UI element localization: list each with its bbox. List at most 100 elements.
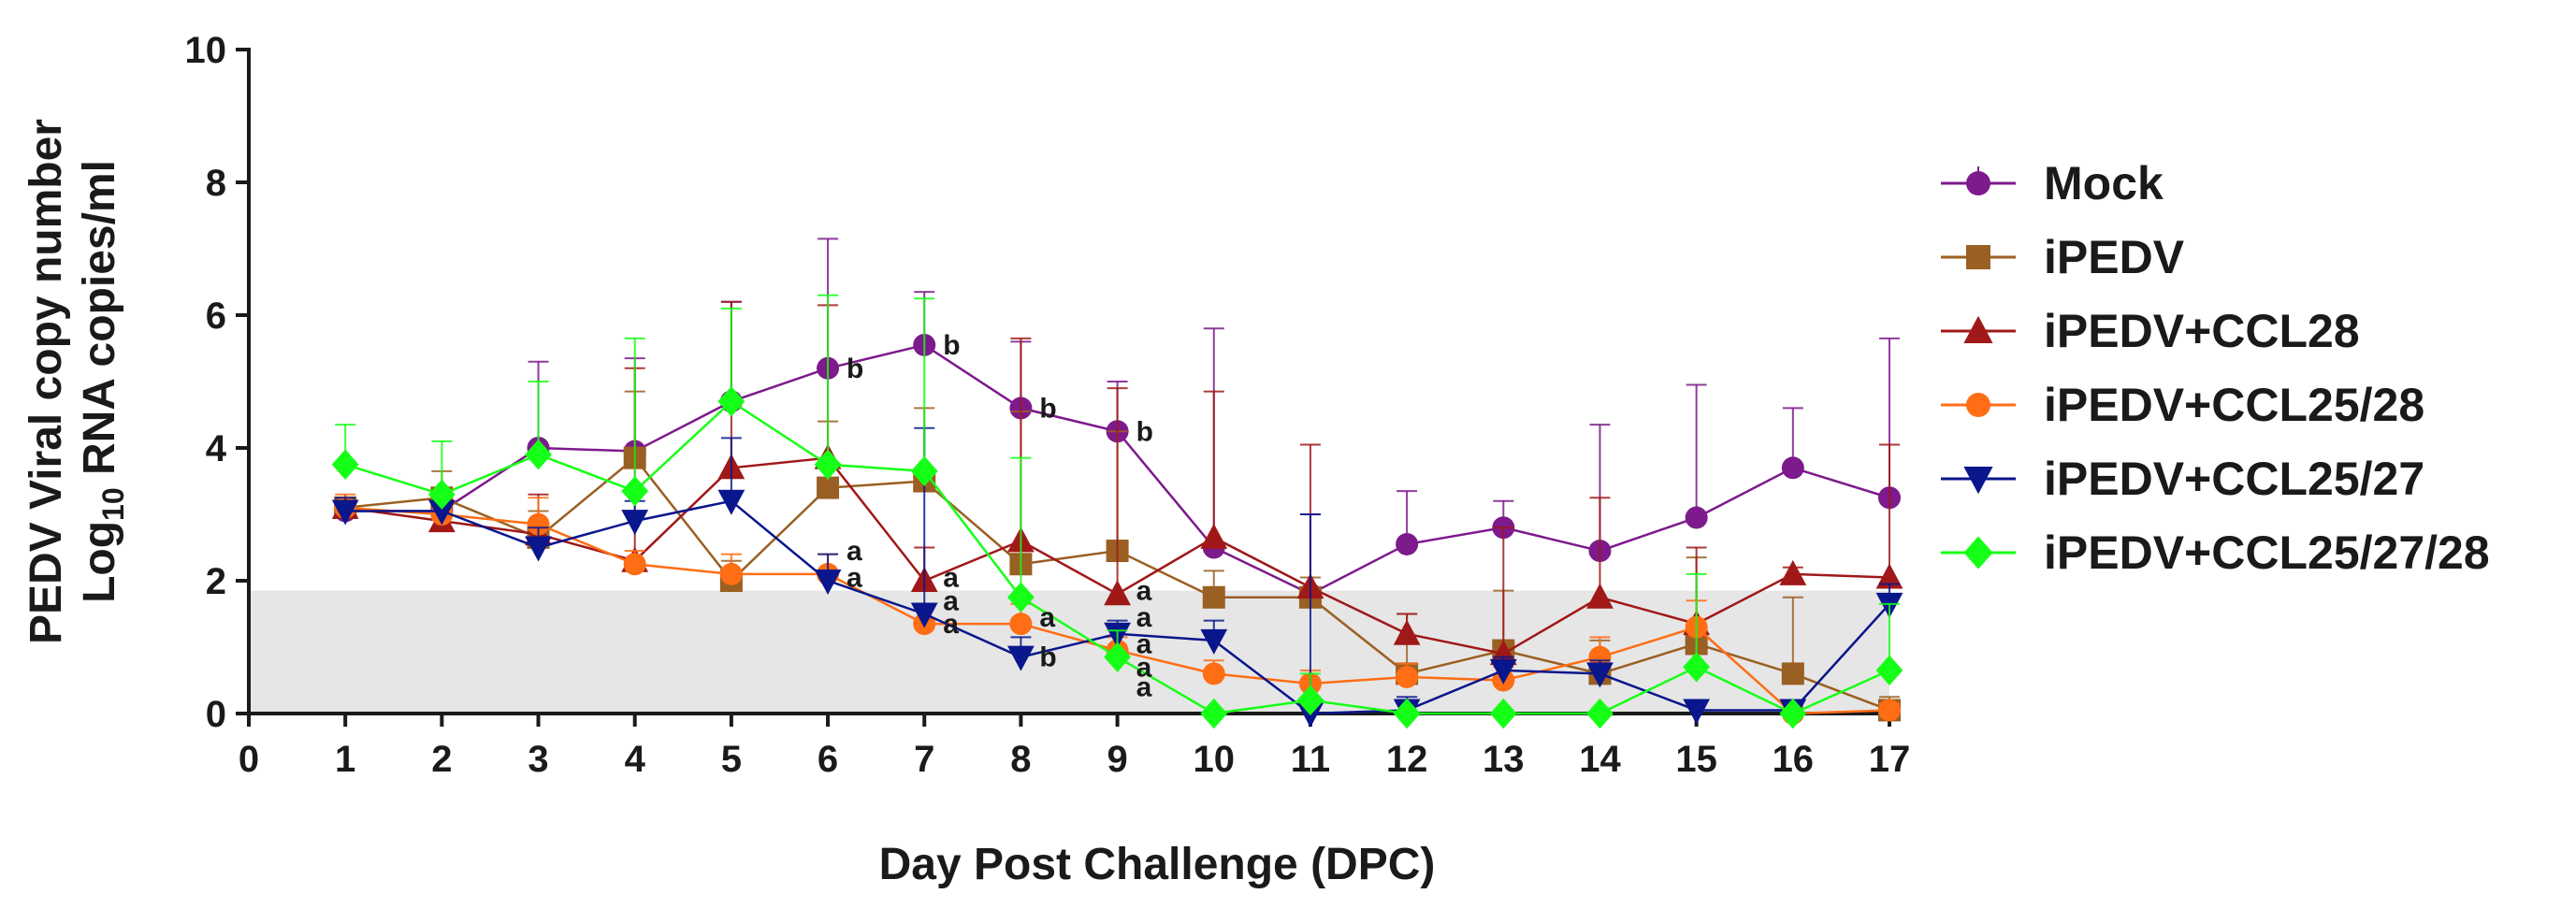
significance-label: b [1136,416,1153,447]
data-point [1104,642,1131,672]
legend-item: iPEDV+CCL25/28 [1941,379,2424,431]
data-point [717,386,745,417]
y-tick-label: 0 [206,694,226,735]
y-axis-log-text: Log [75,521,124,603]
data-point [623,553,646,576]
x-tick-label: 15 [1675,739,1717,780]
legend-item: iPEDV+CCL25/27 [1941,453,2424,505]
data-point [910,455,938,487]
data-point [1489,658,1517,685]
data-point [1200,523,1228,549]
data-point [1396,665,1419,688]
x-tick-label: 7 [914,739,934,780]
data-point [1009,613,1033,636]
significance-label: a [943,609,959,640]
legend-marker [1966,171,1990,195]
data-point [1007,582,1035,613]
data-point [527,512,550,536]
data-point [1781,456,1804,480]
x-tick-label: 12 [1386,739,1428,780]
significance-label: b [1039,642,1056,673]
data-point [1393,698,1421,729]
legend-label: iPEDV [2044,231,2185,283]
y-axis-log-subscript: 10 [96,487,130,521]
significance-label: a [1136,576,1152,607]
x-tick-label: 8 [1010,739,1031,780]
legend-item: iPEDV+CCL28 [1941,305,2360,357]
legend-item: iPEDV+CCL25/27/28 [1941,526,2490,579]
series-ipedv-ccl25-27-28 [331,294,1903,729]
data-point [1202,585,1225,609]
x-tick-label: 13 [1483,739,1525,780]
x-tick-label: 11 [1291,739,1330,780]
x-tick-label: 5 [721,739,742,780]
data-point [1781,662,1804,685]
legend-marker [1963,536,1993,570]
significance-label: a [1039,602,1055,633]
data-point [331,449,359,480]
legend-label: Mock [2044,157,2164,209]
data-point [1875,563,1903,589]
y-tick-label: 4 [206,428,227,469]
x-tick-label: 17 [1869,739,1911,780]
y-axis-title-line2: Log10 RNA copies/ml [75,160,130,603]
significance-label: a [847,536,862,567]
data-point [525,439,552,470]
data-point [1586,662,1614,688]
data-point [1489,640,1517,666]
significance-label: a [943,562,959,593]
data-point [621,510,649,536]
data-point [1202,662,1225,685]
x-tick-label: 14 [1579,739,1621,780]
data-point [817,476,840,499]
legend-marker [1963,467,1993,495]
data-point [814,449,842,480]
data-point [1875,655,1903,686]
significance-label: a [1136,672,1152,703]
data-point [1489,698,1517,729]
significance-label: b [1039,393,1056,424]
legend-label: iPEDV+CCL28 [2044,305,2360,357]
data-point [1683,699,1711,725]
legend-label: iPEDV+CCL25/27/28 [2044,526,2490,579]
data-point [427,479,456,510]
data-point [1878,699,1901,722]
significance-label: a [943,585,959,616]
legend-item: Mock [1941,157,2164,209]
data-point [1779,559,1807,585]
x-tick-label: 10 [1194,739,1236,780]
data-point [1586,698,1614,729]
x-tick-label: 2 [431,739,452,780]
data-point [1396,532,1419,555]
data-point [621,475,649,507]
y-axis-title-line1: PEDV Viral copy number [22,119,71,644]
y-tick-label: 10 [185,30,227,71]
data-point [1200,698,1228,729]
data-point [525,536,552,562]
data-point [717,489,745,515]
data-point [1200,628,1228,655]
significance-label: b [847,353,863,384]
data-point [1104,580,1131,606]
x-tick-label: 9 [1107,739,1127,780]
data-point [1779,698,1807,729]
data-point [1007,645,1035,671]
legend-label: iPEDV+CCL25/27 [2044,453,2424,505]
significance-label: a [847,562,862,593]
legend-item: iPEDV [1941,231,2185,283]
data-point [1683,652,1711,683]
data-point [1685,506,1708,529]
x-tick-label: 1 [335,739,355,780]
y-tick-label: 6 [206,296,226,337]
legend-marker [1963,315,1993,343]
data-point [427,499,456,526]
significance-label: a [1136,652,1152,683]
data-point [331,499,359,526]
x-tick-label: 0 [239,739,259,780]
significance-label: a [1136,602,1152,633]
x-tick-label: 3 [528,739,548,780]
x-tick-label: 4 [625,739,646,780]
x-axis-title: Day Post Challenge (DPC) [879,840,1436,889]
x-tick-label: 6 [818,739,838,780]
